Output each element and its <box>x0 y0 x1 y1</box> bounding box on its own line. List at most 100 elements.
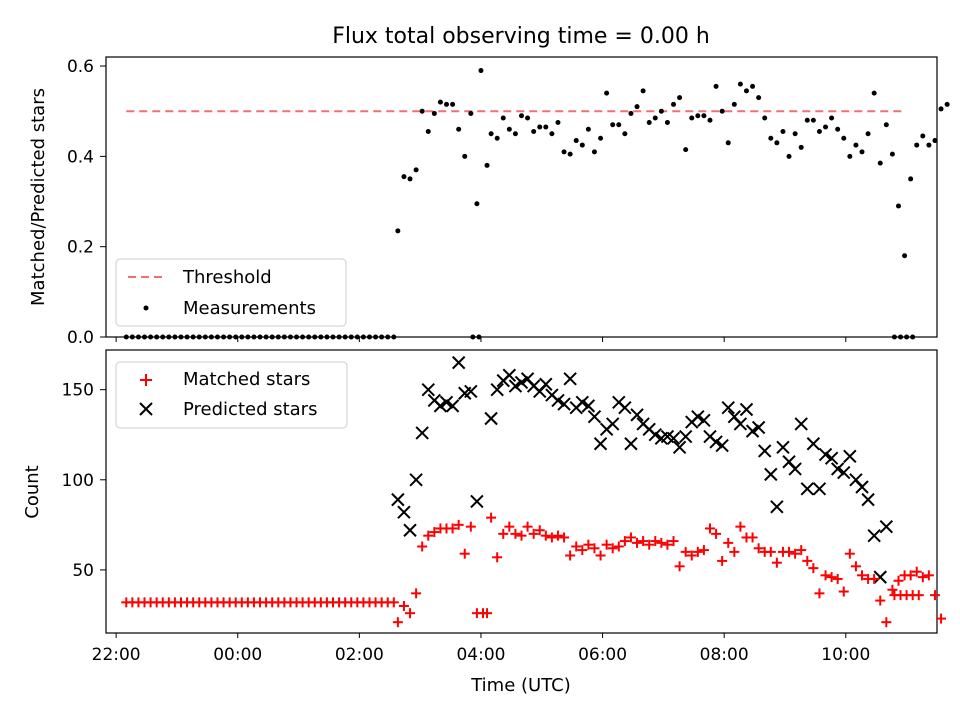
measurement-point <box>871 90 877 96</box>
predicted-point <box>751 420 766 435</box>
bottom-ytick-label: 50 <box>72 561 94 581</box>
matched-point <box>504 521 515 532</box>
matched-point <box>398 600 409 611</box>
predicted-point <box>415 426 429 440</box>
matched-point <box>522 521 533 532</box>
matched-point <box>802 555 813 566</box>
measurement-point <box>865 131 871 137</box>
predicted-point <box>421 382 435 397</box>
measurement-point <box>318 334 324 340</box>
measurement-point <box>135 334 141 340</box>
measurement-point <box>484 162 490 168</box>
measurement-point <box>792 131 798 137</box>
measurement-point <box>281 334 287 340</box>
measurement-point <box>725 140 731 146</box>
predicted-point <box>697 413 711 428</box>
matched-point <box>388 597 399 608</box>
predicted-point <box>715 438 729 453</box>
matched-point <box>747 532 758 543</box>
chart-title: Flux total observing time = 0.00 h <box>332 24 710 49</box>
measurement-point <box>366 334 372 340</box>
predicted-point <box>666 431 681 446</box>
matched-point <box>923 570 934 581</box>
measurement-point <box>780 129 786 135</box>
measurement-point <box>312 334 318 340</box>
measurement-point <box>494 135 500 141</box>
measurement-point <box>468 110 474 116</box>
matched-point <box>528 528 539 539</box>
predicted-point <box>618 400 632 415</box>
measurement-point <box>816 129 822 135</box>
measurement-point <box>914 142 920 148</box>
measurement-point <box>354 334 360 340</box>
matched-point <box>771 557 782 568</box>
measurement-point <box>604 90 610 96</box>
measurement-point <box>591 149 597 155</box>
measurement-point <box>233 334 239 340</box>
measurement-point <box>525 115 531 121</box>
measurement-point <box>476 334 482 340</box>
matched-point <box>498 528 509 539</box>
measurement-point <box>610 122 616 128</box>
bottom-ytick-label: 100 <box>62 471 94 491</box>
measurement-point <box>263 334 269 340</box>
matched-point <box>686 550 697 561</box>
bottom-series <box>121 355 947 628</box>
measurement-point <box>622 131 628 137</box>
predicted-point <box>445 399 460 413</box>
measurement-point <box>628 110 634 116</box>
measurement-point <box>847 153 853 159</box>
predicted-point <box>843 449 857 464</box>
bottom-legend: Matched stars Predicted stars <box>115 361 348 429</box>
measurement-point <box>450 101 456 107</box>
measurement-point <box>658 108 664 114</box>
matched-point <box>814 588 825 599</box>
measurement-point <box>401 174 407 180</box>
matched-point <box>784 546 795 557</box>
predicted-point <box>800 482 814 496</box>
measurement-point <box>932 138 938 144</box>
matched-point <box>881 617 892 628</box>
measurement-point <box>908 176 914 182</box>
predicted-point <box>745 424 760 438</box>
measurement-point <box>419 108 425 114</box>
measurement-point <box>251 334 257 340</box>
measurement-point <box>902 253 908 259</box>
measurement-point <box>567 151 573 157</box>
matched-point <box>552 530 563 541</box>
measurement-point <box>257 334 263 340</box>
legend-measurements-label: Measurements <box>183 298 316 319</box>
predicted-point <box>593 437 608 451</box>
matched-point <box>510 528 521 539</box>
predicted-point <box>879 519 894 534</box>
matched-point <box>680 546 691 557</box>
matched-point <box>662 539 673 550</box>
predicted-point <box>539 377 553 391</box>
predicted-point <box>788 462 802 476</box>
measurement-point <box>413 167 419 173</box>
measurement-point <box>178 334 184 340</box>
matched-point <box>583 539 594 550</box>
measurement-point <box>306 334 312 340</box>
measurement-point <box>154 334 160 340</box>
measurement-point <box>142 334 148 340</box>
predicted-point <box>587 409 602 424</box>
measurement-point <box>750 83 756 89</box>
measurement-point <box>500 115 506 121</box>
matched-point <box>459 548 470 559</box>
predicted-point <box>606 417 620 431</box>
matched-point <box>857 570 868 581</box>
measurement-point <box>713 83 719 89</box>
measurement-point <box>920 133 926 139</box>
measurement-point <box>407 176 413 182</box>
matched-point <box>711 528 722 539</box>
matched-point <box>423 530 434 541</box>
predicted-point <box>451 355 466 370</box>
measurement-point <box>810 117 816 123</box>
matched-point <box>595 550 606 561</box>
matched-point <box>704 523 715 534</box>
measurement-point <box>184 334 190 340</box>
matched-point <box>601 539 612 550</box>
